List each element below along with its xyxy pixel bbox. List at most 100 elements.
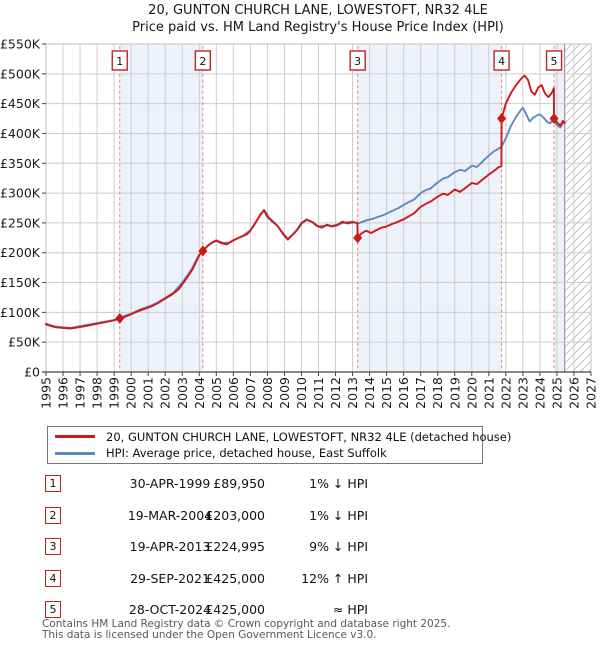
transaction-number-badge: 4: [45, 569, 61, 587]
ownership-band: [119, 44, 203, 372]
sale-marker-5: [549, 113, 559, 125]
transaction-price: £224,995: [205, 539, 265, 554]
x-axis-label: 2026: [566, 377, 581, 409]
x-axis-label: 2024: [532, 377, 547, 409]
y-axis-label: £350K: [0, 156, 41, 171]
y-axis-label: £50K: [8, 335, 41, 350]
x-axis-label: 2011: [311, 377, 326, 409]
transaction-price: £425,000: [205, 602, 265, 617]
transaction-date: 28-OCT-2024: [128, 602, 212, 617]
x-axis-label: 2016: [396, 377, 411, 409]
x-axis-label: 2019: [447, 377, 462, 409]
transaction-price: £203,000: [205, 507, 265, 523]
transaction-number-badge: 5: [45, 601, 61, 618]
sale-marker-3: [353, 232, 363, 244]
transaction-date: 30-APR-1999: [129, 476, 211, 491]
future-hatch-region: [564, 44, 591, 372]
x-axis-label: 2007: [243, 377, 258, 409]
sale-number-3: 3: [354, 55, 361, 68]
transaction-row: 1 30-APR-1999 £89,950 1% ↓ HPI: [45, 475, 375, 495]
x-axis-label: 2002: [158, 377, 173, 409]
footer-copyright: Contains HM Land Registry data © Crown c…: [42, 618, 451, 630]
x-axis-label: 2023: [515, 377, 530, 409]
property-line-swatch: [55, 435, 95, 439]
y-axis-label: £250K: [0, 215, 41, 230]
x-axis-label: 2003: [175, 377, 190, 409]
transaction-vs-hpi: 1% ↓ HPI: [309, 476, 368, 491]
x-axis-label: 2010: [294, 377, 309, 409]
y-axis-label: £150K: [0, 275, 41, 290]
x-axis-label: 1999: [107, 377, 122, 409]
legend-label-property: 20, GUNTON CHURCH LANE, LOWESTOFT, NR32 …: [106, 429, 512, 444]
x-axis-label: 2005: [209, 377, 224, 409]
y-axis-label: £200K: [0, 245, 41, 260]
sale-number-2: 2: [199, 55, 206, 68]
x-axis-label: 2027: [584, 377, 599, 409]
transaction-vs-hpi: 12% ↑ HPI: [301, 570, 368, 586]
ownership-band: [357, 44, 502, 372]
sale-number-1: 1: [116, 55, 123, 68]
transaction-date: 19-APR-2013: [129, 539, 211, 554]
x-axis-label: 2000: [124, 377, 139, 409]
transaction-row: 5 28-OCT-2024 £425,000 ≈ HPI: [45, 601, 375, 621]
y-axis-label: £400K: [0, 126, 41, 141]
transaction-vs-hpi: 1% ↓ HPI: [309, 507, 368, 523]
x-axis-label: 2009: [277, 377, 292, 409]
sale-number-box-4: [493, 50, 510, 71]
chart-legend: 20, GUNTON CHURCH LANE, LOWESTOFT, NR32 …: [47, 426, 511, 464]
x-axis-label: 1995: [39, 377, 54, 409]
transaction-row: 2 19-MAR-2004 £203,000 1% ↓ HPI: [45, 506, 375, 527]
x-axis-label: 2004: [192, 377, 207, 409]
sale-marker-2: [198, 245, 208, 257]
sale-number-4: 4: [498, 55, 505, 68]
x-axis-label: 1997: [73, 377, 88, 409]
y-axis-label: £450K: [0, 96, 41, 111]
y-axis-label: £550K: [0, 37, 41, 52]
legend-entry-hpi: HPI: Average price, detached house, East…: [48, 446, 482, 460]
sale-number-box-1: [111, 50, 128, 71]
x-axis-label: 2021: [481, 377, 496, 409]
x-axis-label: 2001: [141, 377, 156, 409]
x-axis-label: 2008: [260, 377, 275, 409]
x-axis-label: 2018: [430, 377, 445, 409]
y-axis-label: £0: [24, 365, 40, 380]
sale-number-box-3: [349, 50, 366, 71]
x-axis-label: 2025: [549, 377, 564, 409]
sale-number-5: 5: [551, 55, 558, 68]
hpi-line-swatch: [55, 451, 95, 455]
x-axis-label: 2012: [328, 377, 343, 409]
sale-number-box-2: [194, 50, 212, 71]
x-axis-label: 2006: [226, 377, 241, 409]
x-axis-label: 2013: [345, 377, 360, 409]
y-axis-label: £300K: [0, 186, 41, 201]
transaction-date: 19-MAR-2004: [127, 507, 213, 523]
legend-entry-property: 20, GUNTON CHURCH LANE, LOWESTOFT, NR32 …: [48, 430, 511, 444]
transaction-row: 4 29-SEP-2021 £425,000 12% ↑ HPI: [45, 569, 375, 590]
transaction-number-badge: 2: [45, 506, 61, 524]
property-price-line: [45, 74, 566, 330]
page-subtitle: Price paid vs. HM Land Registry's House …: [132, 20, 504, 35]
transaction-price: £89,950: [213, 476, 265, 491]
x-axis-label: 1998: [90, 377, 105, 409]
sale-number-box-5: [545, 50, 563, 71]
x-axis-label: 2020: [464, 377, 479, 409]
transaction-price: £425,000: [205, 570, 265, 586]
transaction-vs-hpi: ≈ HPI: [332, 602, 368, 617]
page-title: 20, GUNTON CHURCH LANE, LOWESTOFT, NR32 …: [148, 3, 488, 18]
legend-label-hpi: HPI: Average price, detached house, East…: [106, 446, 387, 461]
x-axis-label: 2014: [362, 377, 377, 409]
transaction-number-badge: 1: [45, 475, 61, 492]
x-axis-label: 1996: [56, 377, 71, 409]
transaction-row: 3 19-APR-2013 £224,995 9% ↓ HPI: [45, 538, 375, 558]
sale-marker-4: [497, 113, 507, 125]
y-axis-label: £500K: [0, 66, 41, 81]
transaction-number-badge: 3: [45, 538, 61, 555]
price-history-chart: £0 £50K £100K £150K £200K £250K £300K £350K £400…: [0, 37, 599, 409]
x-axis-label: 2022: [498, 377, 513, 409]
x-axis-label: 2015: [379, 377, 394, 409]
x-axis-label: 2017: [413, 377, 428, 409]
transaction-date: 29-SEP-2021: [130, 570, 210, 586]
y-axis-label: £100K: [0, 305, 41, 320]
ownership-band: [554, 44, 565, 372]
